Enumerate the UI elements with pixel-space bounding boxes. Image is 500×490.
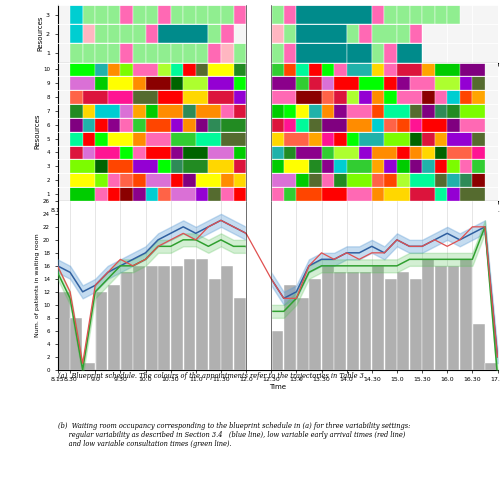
Bar (360, 272, 372, 370)
Bar (171, 266, 183, 370)
X-axis label: Time: Time (269, 384, 286, 390)
Bar (398, 272, 409, 370)
X-axis label: Time: Time (269, 215, 286, 221)
Bar (158, 266, 170, 370)
Bar (296, 298, 308, 370)
Bar (448, 266, 460, 370)
Bar (108, 285, 120, 370)
Bar (96, 292, 108, 370)
Bar (246, 5, 271, 63)
Bar (422, 259, 434, 370)
Bar (410, 279, 422, 370)
Text: (a)  Blueprint schedule. The colours of the appointments refer to the trajectori: (a) Blueprint schedule. The colours of t… (58, 372, 366, 380)
Bar (372, 266, 384, 370)
Bar (184, 259, 196, 370)
Bar (146, 266, 158, 370)
Bar (58, 292, 70, 370)
Y-axis label: Num. of patients in waiting room: Num. of patients in waiting room (35, 233, 40, 337)
Bar (472, 324, 484, 370)
Text: (b)  Waiting room occupancy corresponding to the blueprint schedule in (a) for t: (b) Waiting room occupancy corresponding… (58, 422, 410, 448)
Bar (246, 63, 271, 201)
Bar (222, 266, 233, 370)
Bar (234, 298, 245, 370)
Bar (486, 364, 497, 370)
Bar (435, 266, 447, 370)
Bar (208, 279, 220, 370)
Bar (120, 272, 132, 370)
Bar (83, 364, 95, 370)
Bar (196, 259, 208, 370)
Bar (460, 259, 472, 370)
Bar (70, 318, 83, 370)
Bar (347, 272, 359, 370)
Bar (246, 201, 271, 370)
Bar (334, 272, 346, 370)
Bar (310, 279, 321, 370)
Bar (134, 266, 145, 370)
Bar (272, 331, 283, 370)
Bar (284, 285, 296, 370)
Y-axis label: Resources: Resources (37, 16, 43, 51)
Y-axis label: Resources: Resources (34, 114, 40, 149)
Bar (322, 266, 334, 370)
Bar (384, 279, 396, 370)
